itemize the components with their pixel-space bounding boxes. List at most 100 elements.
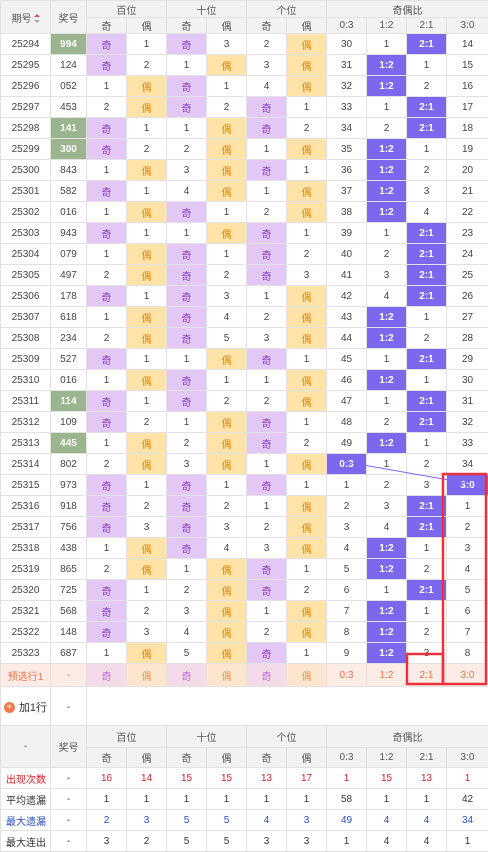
period-cell: 25322 — [1, 622, 51, 643]
stats-value: 1 — [407, 789, 447, 810]
period-cell: 25297 — [1, 97, 51, 118]
prediction-cell[interactable]: 2:1 — [407, 664, 447, 687]
miss-cell: 1 — [247, 370, 287, 391]
ratio-miss-cell: 4 — [407, 202, 447, 223]
number-cell: 943 — [51, 223, 87, 244]
miss-cell: 1 — [247, 454, 287, 475]
odd-cell: 奇 — [167, 34, 207, 55]
prediction-cell[interactable]: 奇 — [87, 664, 127, 687]
ratio-miss-cell: 2 — [407, 160, 447, 181]
miss-cell: 5 — [167, 643, 207, 664]
period-cell: 25294 — [1, 34, 51, 55]
period-label: 期号 — [12, 14, 32, 25]
ratio-miss-cell: 4 — [367, 517, 407, 538]
miss-cell: 1 — [167, 412, 207, 433]
add-row: +加1行 - — [1, 687, 488, 728]
prediction-cell[interactable]: 奇 — [247, 664, 287, 687]
even-cell: 偶 — [287, 454, 327, 475]
miss-cell: 3 — [167, 454, 207, 475]
odd-cell: 奇 — [247, 265, 287, 286]
miss-cell: 1 — [287, 412, 327, 433]
ratio-miss-cell: 3 — [367, 496, 407, 517]
stats-value: 1 — [447, 768, 488, 789]
prediction-cell[interactable]: 偶 — [127, 664, 167, 687]
ratio-miss-cell: 3 — [327, 517, 367, 538]
period-cell: 25302 — [1, 202, 51, 223]
ratio-miss-cell: 23 — [447, 223, 488, 244]
ratio-miss-cell: 1 — [447, 496, 488, 517]
stats-value: 4 — [407, 831, 447, 852]
stats-ratio-header: 奇偶比 — [327, 726, 488, 748]
period-cell: 25320 — [1, 580, 51, 601]
prediction-cell[interactable]: 偶 — [207, 664, 247, 687]
number-cell: 016 — [51, 202, 87, 223]
odd-subheader: 奇 — [167, 18, 207, 34]
ratio-miss-cell: 4 — [327, 538, 367, 559]
stats-value: 3 — [127, 810, 167, 831]
ratio-hit-cell: 1:2 — [367, 202, 407, 223]
miss-cell: 1 — [167, 118, 207, 139]
ratio-miss-cell: 5 — [327, 559, 367, 580]
sort-icon[interactable] — [34, 14, 40, 23]
ratio-subheader: 3:0 — [447, 748, 488, 768]
ratio-miss-cell: 2 — [447, 517, 488, 538]
odd-cell: 奇 — [87, 286, 127, 307]
even-subheader: 偶 — [207, 748, 247, 768]
period-cell: 25314 — [1, 454, 51, 475]
odd-cell: 奇 — [87, 181, 127, 202]
stats-value: 58 — [327, 789, 367, 810]
miss-cell: 1 — [127, 181, 167, 202]
prediction-row[interactable]: 预选行1 - 奇 偶 奇 偶 奇 偶 0:3 1:2 2:1 3:0 — [1, 664, 488, 687]
miss-cell: 1 — [167, 349, 207, 370]
even-cell: 偶 — [127, 370, 167, 391]
stats-value: 16 — [87, 768, 127, 789]
prediction-cell[interactable]: 偶 — [287, 664, 327, 687]
ratio-miss-cell: 34 — [327, 118, 367, 139]
prediction-cell[interactable]: 3:0 — [447, 664, 488, 687]
add-row-button[interactable]: +加1行 — [1, 687, 51, 728]
miss-cell: 3 — [127, 622, 167, 643]
odd-cell: 奇 — [167, 76, 207, 97]
odd-cell: 奇 — [247, 160, 287, 181]
ratio-hit-cell: 2:1 — [407, 412, 447, 433]
ratio-hit-cell: 2:1 — [407, 391, 447, 412]
stats-label: 最大连出 — [1, 831, 51, 852]
stats-value: 2 — [87, 810, 127, 831]
ratio-miss-cell: 1 — [367, 223, 407, 244]
number-cell: 994 — [51, 34, 87, 55]
prediction-number: - — [51, 664, 87, 687]
add-row-empty — [87, 687, 488, 728]
period-header[interactable]: 期号 — [1, 1, 51, 34]
miss-cell: 2 — [287, 244, 327, 265]
even-cell: 偶 — [287, 496, 327, 517]
number-cell: 300 — [51, 139, 87, 160]
stats-number: - — [51, 810, 87, 831]
ratio-miss-cell: 1 — [407, 139, 447, 160]
number-header: 奖号 — [51, 1, 87, 34]
ratio-miss-cell: 3 — [407, 475, 447, 496]
number-cell: 865 — [51, 559, 87, 580]
ratio-hit-cell: 1:2 — [367, 433, 407, 454]
even-cell: 偶 — [207, 622, 247, 643]
miss-cell: 2 — [87, 454, 127, 475]
prediction-cell[interactable]: 1:2 — [367, 664, 407, 687]
stats-value: 4 — [367, 810, 407, 831]
prediction-cell[interactable]: 0:3 — [327, 664, 367, 687]
odd-cell: 奇 — [167, 307, 207, 328]
ratio-miss-cell: 2 — [327, 496, 367, 517]
number-cell: 568 — [51, 601, 87, 622]
ratio-miss-cell: 44 — [327, 328, 367, 349]
odd-cell: 奇 — [167, 97, 207, 118]
odd-cell: 奇 — [87, 118, 127, 139]
prediction-cell[interactable]: 奇 — [167, 664, 207, 687]
even-cell: 偶 — [287, 181, 327, 202]
stats-value: 34 — [447, 810, 488, 831]
miss-cell: 1 — [87, 202, 127, 223]
ratio-miss-cell: 21 — [447, 181, 488, 202]
number-cell: 453 — [51, 97, 87, 118]
ratio-miss-cell: 22 — [447, 202, 488, 223]
hundreds-header: 百位 — [87, 1, 167, 18]
